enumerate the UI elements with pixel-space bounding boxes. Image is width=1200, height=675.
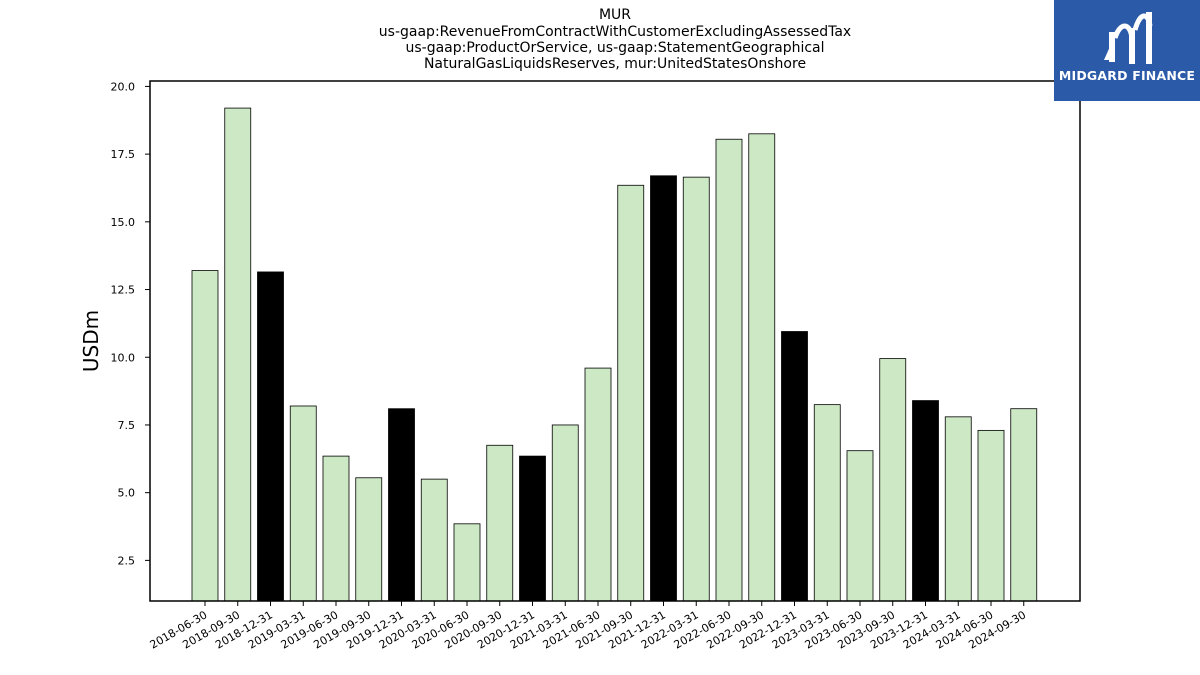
bar-2020-03-31: [420, 478, 448, 602]
bar-2019-09-30: [355, 477, 383, 602]
chart-subtitle-line-1: us-gaap:RevenueFromContractWithCustomerE…: [378, 24, 852, 40]
logo-text: MIDGARD FINANCE: [1058, 68, 1196, 83]
bar-2021-03-31: [551, 424, 579, 602]
bar-2024-09-30: [1010, 408, 1038, 602]
bar-2023-03-31: [813, 404, 841, 602]
y-tick-label: 5.0: [118, 487, 136, 500]
bar-2023-12-31: [912, 400, 939, 602]
bar-2022-09-30: [748, 133, 776, 602]
bar-2020-12-31: [519, 455, 546, 602]
bar-2022-03-31: [682, 176, 710, 602]
y-axis-label: USDm: [79, 310, 103, 372]
y-tick-label: 15.0: [111, 216, 136, 229]
plot-frame: [149, 80, 1081, 602]
bar-2022-12-31: [781, 331, 808, 602]
bar-2019-06-30: [322, 455, 350, 602]
bar-2021-09-30: [617, 184, 645, 602]
bar-2023-06-30: [846, 450, 874, 602]
chart-title: MUR: [598, 7, 632, 23]
bar-2018-12-31: [257, 271, 284, 602]
chart-subtitle-line-2: us-gaap:ProductOrService, us-gaap:Statem…: [405, 40, 825, 56]
y-tick-label: 7.5: [118, 419, 136, 432]
logo: MIDGARD FINANCE: [1054, 0, 1200, 101]
bar-2022-06-30: [715, 138, 743, 602]
bar-2018-06-30: [191, 270, 219, 602]
chart-subtitle-line-3: NaturalGasLiquidsReserves, mur:UnitedSta…: [423, 56, 807, 72]
bar-2020-09-30: [486, 444, 514, 602]
bar-2018-09-30: [224, 107, 252, 602]
bars-layer: [191, 107, 1038, 602]
bar-2019-03-31: [289, 405, 317, 602]
y-tick-label: 2.5: [118, 554, 136, 567]
bar-2019-12-31: [388, 408, 415, 602]
y-tick-label: 12.5: [111, 284, 136, 297]
y-tick-label: 10.0: [111, 351, 136, 364]
bar-2024-03-31: [944, 416, 972, 602]
bar-2024-06-30: [977, 429, 1005, 602]
midgard-logo-icon: [1104, 12, 1153, 64]
bar-2021-06-30: [584, 367, 612, 602]
bar-2023-09-30: [879, 358, 907, 602]
bar-2021-12-31: [650, 175, 677, 602]
y-tick-label: 20.0: [111, 80, 136, 93]
bar-2020-06-30: [453, 523, 481, 602]
y-tick-label: 17.5: [111, 148, 136, 161]
